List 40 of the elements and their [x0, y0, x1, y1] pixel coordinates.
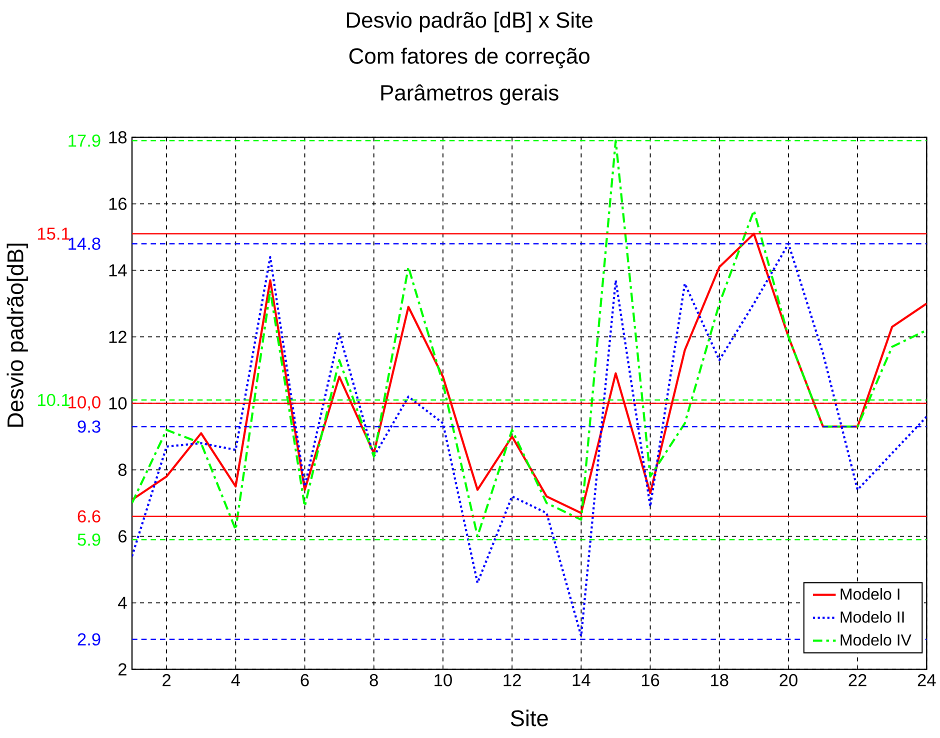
legend-label: Modelo II	[840, 610, 904, 623]
y-tick-label: 8	[118, 464, 127, 476]
chart-title: Desvio padrão [dB] x Site	[347, 12, 592, 32]
x-tick-label: 16	[642, 674, 660, 686]
x-tick-label: 18	[711, 674, 728, 686]
x-axis-title: Site	[510, 710, 548, 726]
line-series	[132, 232, 927, 514]
ref-line-label: 5.9	[78, 534, 100, 546]
ref-line-label: 10,0	[68, 396, 100, 410]
legend-label: Modelo IV	[840, 634, 912, 646]
chart-subtitle: Com fatores de correção	[349, 48, 590, 68]
x-tick-label: 20	[780, 674, 798, 686]
line-series	[132, 140, 927, 538]
x-tick-label: 8	[370, 674, 378, 686]
x-tick-label: 24	[918, 674, 936, 686]
x-tick-label: 14	[572, 674, 590, 686]
x-tick-label: 4	[231, 674, 240, 686]
ref-line-label: 2.9	[78, 633, 100, 646]
ref-line-label: 17.9	[68, 134, 100, 147]
y-tick-label: 18	[109, 131, 127, 144]
x-tick-label: 12	[504, 674, 521, 686]
ref-line-label: 15.1	[38, 228, 70, 240]
ref-line-label: 6.6	[78, 510, 100, 523]
x-tick-label: 10	[434, 674, 452, 686]
y-tick-label: 14	[109, 264, 127, 276]
ref-line-label: 14.8	[68, 238, 100, 250]
text: Parâmetros gerais	[381, 84, 558, 105]
y-tick-label: 12	[109, 330, 126, 343]
x-tick-label: 2	[162, 674, 170, 686]
y-tick-label: 16	[109, 198, 127, 210]
ref-line-label: 10.1	[38, 394, 70, 406]
y-tick-label: 10	[109, 397, 127, 410]
y-axis-title: Desvio padrão[dB]	[6, 244, 28, 427]
legend-label: Modelo I	[840, 588, 900, 600]
ref-line-label: 9.3	[78, 420, 100, 433]
y-tick-label: 6	[118, 530, 127, 542]
y-tick-label: 2	[118, 663, 126, 676]
x-tick-label: 22	[848, 674, 866, 686]
x-tick-label: 6	[300, 674, 309, 686]
y-tick-label: 4	[118, 596, 127, 609]
